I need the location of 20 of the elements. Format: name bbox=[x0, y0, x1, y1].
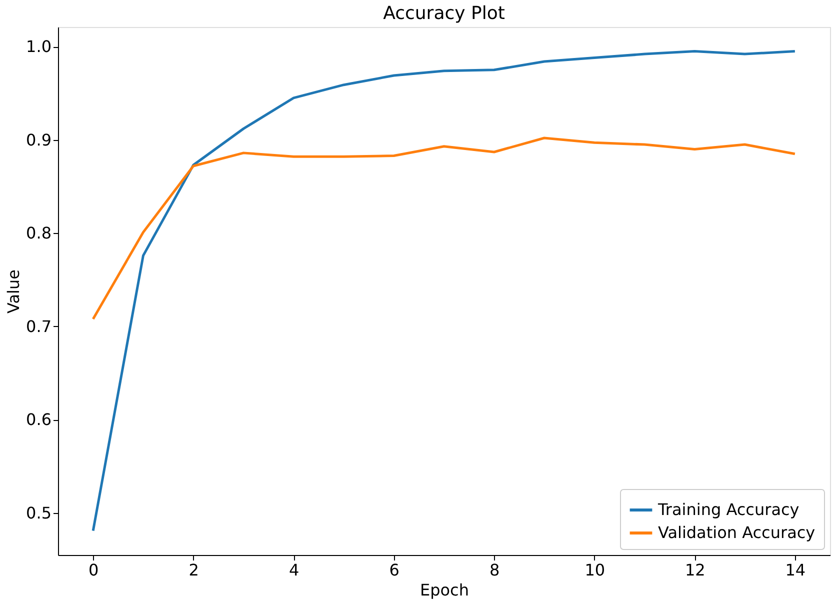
x-tick-label: 6 bbox=[389, 560, 400, 580]
x-tick-label: 12 bbox=[684, 560, 706, 580]
x-tick-label: 0 bbox=[88, 560, 99, 580]
y-tick-label: 0.9 bbox=[26, 130, 52, 150]
x-tick-label: 10 bbox=[584, 560, 606, 580]
x-tick-label: 4 bbox=[289, 560, 300, 580]
y-tick-label: 0.6 bbox=[26, 410, 52, 430]
y-tick-label: 0.5 bbox=[26, 504, 52, 523]
chart-title: Accuracy Plot bbox=[383, 3, 505, 24]
line-series bbox=[92, 136, 796, 320]
y-axis-title: Value bbox=[4, 270, 24, 314]
y-tick-label: 0.7 bbox=[26, 316, 52, 336]
x-axis-title: Epoch bbox=[420, 580, 469, 600]
y-tick-label: 0.8 bbox=[26, 224, 52, 243]
legend-label: Training Accuracy bbox=[657, 500, 800, 519]
x-tick-label: 8 bbox=[490, 560, 500, 580]
x-tick-label: 14 bbox=[785, 560, 806, 580]
x-tick-label: 2 bbox=[188, 560, 199, 580]
y-tick-label: 1.0 bbox=[26, 37, 52, 56]
legend-label: Validation Accuracy bbox=[658, 523, 816, 542]
